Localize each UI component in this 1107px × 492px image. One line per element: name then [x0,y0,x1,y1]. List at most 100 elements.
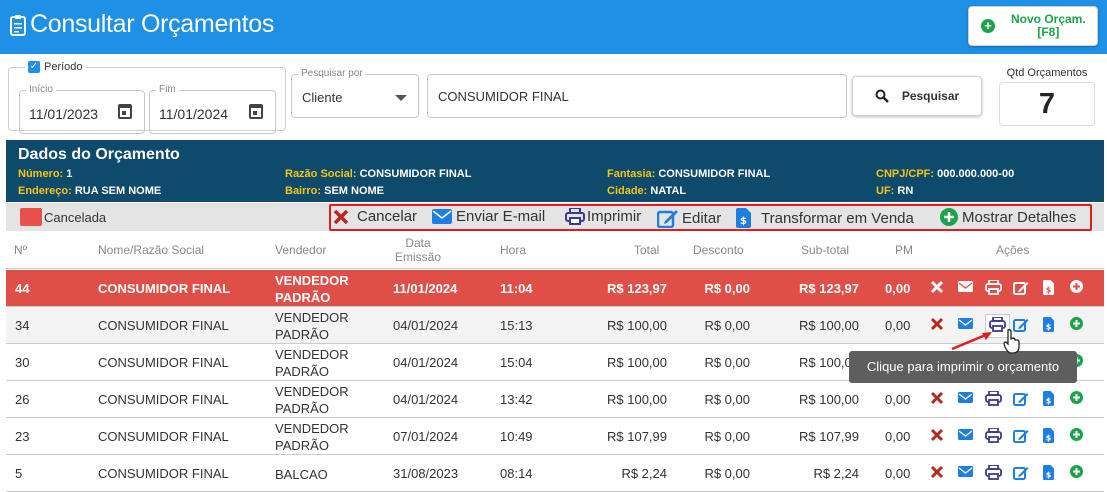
cell-data: 07/01/2024 [393,429,459,444]
row-close-icon[interactable] [930,428,944,445]
cell-vendedor-line: PADRÃO [275,438,329,453]
cell-pm: 0,00 [885,318,911,333]
cell-vendedor: VENDEDOR PADRÃO [275,420,349,454]
transform-action[interactable]: $ Transformar em Venda [736,208,914,228]
row-edit-icon[interactable] [1013,317,1029,335]
new-budget-button[interactable]: + Novo Orçam. [F8] [968,6,1098,46]
cell-hora: 13:42 [500,392,533,407]
row-close-icon[interactable] [930,391,944,408]
search-button[interactable]: Pesquisar [852,76,982,116]
inicio-date-field[interactable]: Início 11/01/2023 [19,84,145,134]
row-envelope-icon[interactable] [958,465,973,480]
invoice-dollar-icon: $ [736,208,751,228]
row-printer-icon[interactable] [985,314,1010,338]
row-envelope-icon[interactable] [958,280,973,295]
row-plus-circle-icon[interactable] [1070,428,1083,444]
row-close-icon[interactable] [930,317,944,334]
row-printer-icon[interactable] [985,390,1002,409]
cell-nome: CONSUMIDOR FINAL [98,429,229,444]
cell-num: 30 [15,355,30,370]
cancel-action[interactable]: Cancelar [333,208,417,225]
uf-row: UF: RN [876,185,913,197]
search-by-select[interactable]: Pesquisar por Cliente [291,68,419,118]
table-row[interactable]: 23 CONSUMIDOR FINAL VENDEDOR PADRÃO 07/01/20… [6,418,1104,455]
transform-action-label: Transformar em Venda [761,209,914,227]
cell-subtotal: R$ 100,00 [799,392,859,407]
qtd-orcamentos: Qtd Orçamentos 7 [992,67,1102,127]
col-vendedor: Vendedor [275,243,327,257]
cell-vendedor-line: BALCAO [275,467,328,482]
fim-value[interactable]: 11/01/2024 [159,106,229,122]
row-edit-icon[interactable] [1013,428,1029,446]
razao-row: Razão Social: CONSUMIDOR FINAL [285,168,471,180]
periodo-checkbox[interactable]: ✓ [28,61,40,73]
hand-cursor-icon [1003,329,1020,354]
clipboard-icon [10,14,26,36]
row-invoice-dollar-icon[interactable]: $ [1043,428,1054,446]
row-invoice-dollar-icon[interactable]: $ [1043,317,1054,335]
row-close-icon[interactable] [930,465,944,482]
cell-total: R$ 107,99 [607,429,667,444]
col-hora: Hora [500,243,527,257]
row-invoice-dollar-icon[interactable]: $ [1043,280,1054,298]
endereco-value: RUA SEM NOME [74,185,162,197]
row-plus-circle-icon[interactable] [1070,391,1083,407]
table-row[interactable]: 44 CONSUMIDOR FINAL VENDEDOR PADRÃO 11/01/20… [6,270,1104,307]
row-plus-circle-icon[interactable] [1070,280,1083,296]
row-envelope-icon[interactable] [958,428,973,443]
app-header: Consultar Orçamentos + Novo Orçam. [F8] [0,0,1107,54]
cancelled-legend-label: Cancelada [44,210,107,225]
cell-pm: 0,00 [885,429,911,444]
details-action[interactable]: Mostrar Detalhes [940,208,1076,226]
cell-vendedor-line: VENDEDOR [275,347,349,362]
row-plus-circle-icon[interactable] [1070,317,1083,333]
new-budget-label-line2: [F8] [1037,25,1060,39]
col-num: Nº [14,243,28,257]
row-printer-icon[interactable] [985,279,1002,298]
svg-text:$: $ [740,216,747,227]
calendar-icon[interactable] [118,104,132,119]
table-row[interactable]: 26 CONSUMIDOR FINAL VENDEDOR PADRÃO 04/01/20… [6,381,1104,418]
qtd-label: Qtd Orçamentos [1006,67,1088,79]
cell-num: 44 [15,281,30,296]
cell-vendedor-line: PADRÃO [275,401,329,416]
edit-action[interactable]: Editar [657,208,721,228]
actions-highlight-box [329,204,1092,231]
cell-subtotal: R$ 107,99 [799,429,859,444]
cancel-action-label: Cancelar [357,208,418,225]
bairro-row: Bairro: SEM NOME [285,185,384,197]
col-nome: Nome/Razão Social [98,243,205,257]
cancelled-legend-swatch [20,208,42,226]
row-invoice-dollar-icon[interactable]: $ [1043,391,1054,409]
row-edit-icon[interactable] [1013,391,1029,409]
cell-subtotal: R$ 100,00 [799,318,859,333]
search-input[interactable] [438,89,838,104]
row-envelope-icon[interactable] [958,317,973,332]
print-action-label: Imprimir [587,208,642,225]
cell-total: R$ 100,00 [607,318,667,333]
col-data-line1: Data [405,236,431,250]
search-input-wrap[interactable] [427,74,847,118]
row-printer-icon[interactable] [985,464,1002,483]
svg-text:$: $ [1046,397,1052,406]
email-action[interactable]: Enviar E-mail [432,208,545,225]
table-row[interactable]: 34 CONSUMIDOR FINAL VENDEDOR PADRÃO 04/01/20… [6,307,1104,344]
row-invoice-dollar-icon[interactable]: $ [1043,465,1054,483]
table-row[interactable]: 5 CONSUMIDOR FINAL BALCAO 31/08/2023 08:14 R$… [6,455,1104,492]
col-pm: PM [895,243,913,257]
row-edit-icon[interactable] [1013,465,1029,483]
razao-value: CONSUMIDOR FINAL [359,168,472,180]
row-close-icon[interactable] [930,280,944,297]
periodo-legend[interactable]: ✓ Período [25,61,86,73]
fim-date-field[interactable]: Fim 11/01/2024 [149,84,276,134]
row-plus-circle-icon[interactable] [1070,465,1083,481]
row-printer-icon[interactable] [985,427,1002,446]
cell-subtotal: R$ 123,97 [799,281,859,296]
chevron-down-icon [395,95,407,101]
calendar-icon[interactable] [249,104,263,119]
print-action[interactable]: Imprimir [565,208,641,225]
inicio-value[interactable]: 11/01/2023 [29,106,99,122]
cell-vendedor-line: VENDEDOR [275,421,349,436]
row-edit-icon[interactable] [1013,280,1029,298]
row-envelope-icon[interactable] [958,391,973,406]
